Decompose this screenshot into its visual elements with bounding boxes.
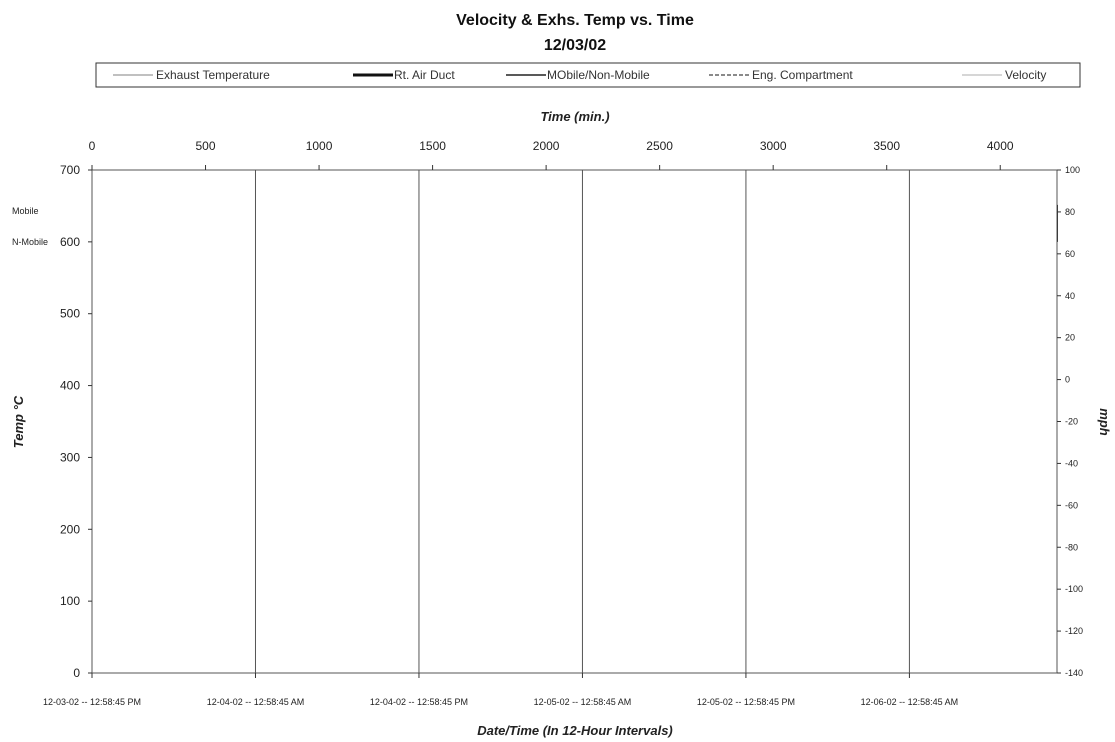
left-axis-tick-label: 700 — [60, 163, 80, 177]
bottom-axis-tick-label: 12-05-02 -- 12:58:45 AM — [534, 697, 632, 707]
top-axis-tick-label: 3000 — [760, 139, 787, 153]
state-label-mobile: Mobile — [12, 206, 39, 216]
top-axis-tick-label: 1500 — [419, 139, 446, 153]
top-axis-tick-label: 3500 — [873, 139, 900, 153]
left-axis-tick-label: 300 — [60, 450, 80, 464]
right-axis-tick-label: -20 — [1065, 417, 1078, 427]
right-axis-tick-label: 40 — [1065, 291, 1075, 301]
bottom-axis-tick-label: 12-04-02 -- 12:58:45 PM — [370, 697, 468, 707]
plot-frame — [91, 169, 1058, 674]
left-axis-tick-label: 600 — [60, 235, 80, 249]
right-axis-tick-label: -140 — [1065, 668, 1083, 678]
left-axis-tick-label: 200 — [60, 522, 80, 536]
left-axis-tick-label: 400 — [60, 379, 80, 393]
legend-label-rt-air-duct: Rt. Air Duct — [394, 68, 455, 82]
state-label-non-mobile: N-Mobile — [12, 237, 48, 247]
right-axis-tick-label: 0 — [1065, 375, 1070, 385]
right-axis-tick-label: -80 — [1065, 542, 1078, 552]
bottom-axis-tick-label: 12-03-02 -- 12:58:45 PM — [43, 697, 141, 707]
top-axis-tick-label: 4000 — [987, 139, 1014, 153]
chart-subtitle: 12/03/02 — [544, 37, 606, 54]
right-axis-tick-label: 100 — [1065, 165, 1080, 175]
legend: Exhaust Temperature Rt. Air Duct MObile/… — [95, 62, 1081, 88]
right-axis-tick-label: 20 — [1065, 333, 1075, 343]
top-axis-tick-label: 500 — [196, 139, 216, 153]
bottom-axis-tick-label: 12-06-02 -- 12:58:45 AM — [861, 697, 959, 707]
right-axis-tick-label: -60 — [1065, 500, 1078, 510]
legend-item-velocity: Velocity — [962, 68, 1046, 82]
right-axis-title: mph — [1097, 408, 1112, 436]
legend-label-exhaust-temperature: Exhaust Temperature — [156, 68, 270, 82]
top-axis-title: Time (min.) — [540, 109, 609, 124]
top-axis-tick-label: 0 — [89, 139, 96, 153]
right-axis-tick-label: 80 — [1065, 207, 1075, 217]
top-axis-tick-label: 1000 — [306, 139, 333, 153]
axes: 0 500 1000 1500 2000 2500 3000 3500 400001002003… — [43, 139, 1083, 707]
right-axis-tick-label: -40 — [1065, 458, 1078, 468]
left-axis-tick-label: 500 — [60, 307, 80, 321]
right-axis-tick-label: 60 — [1065, 249, 1075, 259]
bottom-axis-tick-label: 12-05-02 -- 12:58:45 PM — [697, 697, 795, 707]
legend-label-mobile-non-mobile: MObile/Non-Mobile — [547, 68, 650, 82]
top-axis-tick-label: 2000 — [533, 139, 560, 153]
bottom-axis-tick-label: 12-04-02 -- 12:58:45 AM — [207, 697, 305, 707]
right-axis-tick-label: -120 — [1065, 626, 1083, 636]
legend-item-mobile-non-mobile: MObile/Non-Mobile — [506, 68, 650, 82]
right-axis-tick-label: -100 — [1065, 584, 1083, 594]
left-axis-tick-label: 0 — [73, 666, 80, 680]
chart-title: Velocity & Exhs. Temp vs. Time — [456, 12, 694, 29]
bottom-axis-title: Date/Time (In 12-Hour Intervals) — [477, 723, 673, 738]
legend-label-eng-compartment: Eng. Compartment — [752, 68, 853, 82]
legend-label-velocity: Velocity — [1005, 68, 1046, 82]
legend-item-exhaust-temperature: Exhaust Temperature — [113, 68, 270, 82]
left-axis-tick-label: 100 — [60, 594, 80, 608]
legend-item-rt-air-duct: Rt. Air Duct — [353, 68, 455, 82]
legend-item-eng-compartment: Eng. Compartment — [709, 68, 853, 82]
top-axis-tick-label: 2500 — [646, 139, 673, 153]
left-axis-title: Temp °C — [11, 395, 26, 448]
